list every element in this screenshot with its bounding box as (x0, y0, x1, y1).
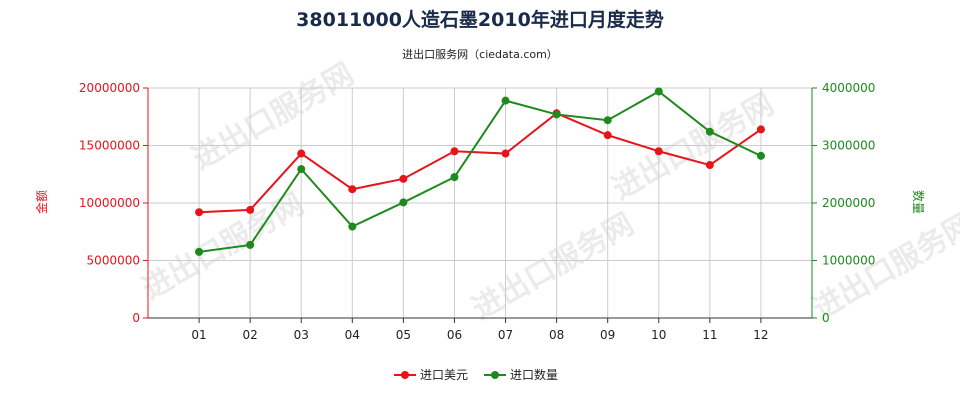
series-point-value (501, 149, 510, 158)
series-point-value (297, 149, 306, 158)
series-point-qty (195, 247, 204, 256)
legend: 进口美元 进口数量 (394, 367, 558, 382)
series-point-qty (705, 127, 714, 136)
legend-item-qty[interactable]: 进口数量 (484, 367, 558, 382)
series-point-qty (501, 96, 510, 105)
series-point-value (348, 185, 357, 194)
x-axis-tick-label: 11 (702, 328, 717, 342)
x-axis-tick-label: 02 (243, 328, 258, 342)
legend-item-value[interactable]: 进口美元 (394, 368, 468, 382)
series-point-qty (603, 116, 612, 125)
series-point-qty (450, 173, 459, 182)
legend-label-qty: 进口数量 (510, 367, 558, 382)
series-point-value (705, 161, 714, 170)
series-point-value (603, 131, 612, 140)
watermark-text: 进出口服务网 (187, 57, 360, 177)
series-point-qty (399, 198, 408, 207)
x-axis-tick-label: 09 (600, 328, 615, 342)
right-axis-tick-label: 0 (822, 311, 830, 325)
x-axis-tick-label: 06 (447, 328, 462, 342)
series-point-value (399, 174, 408, 183)
series-point-value (450, 147, 459, 156)
left-axis-title: 金额 (34, 190, 49, 214)
left-axis-tick-label: 10000000 (79, 196, 140, 210)
left-axis-tick-label: 0 (132, 311, 140, 325)
right-axis-title: 数量 (911, 190, 926, 214)
plot-area: 0 5000000 10000000 15000000 20000000 0 1000000… (79, 81, 876, 342)
right-axis-tick-label: 1000000 (822, 254, 875, 268)
series-point-qty (552, 110, 561, 119)
legend-marker-qty (491, 371, 499, 379)
series-point-qty (756, 151, 765, 160)
chart-subtitle: 进出口服务网（ciedata.com） (402, 47, 558, 61)
x-axis-tick-label: 01 (191, 328, 206, 342)
x-axis-tick-label: 07 (498, 328, 513, 342)
x-axis-tick-label: 03 (294, 328, 309, 342)
right-axis-tick-label: 3000000 (822, 139, 875, 153)
series-point-value (654, 147, 663, 156)
x-axis-tick-label: 10 (651, 328, 666, 342)
series-point-qty (297, 165, 306, 174)
series-point-qty (246, 240, 255, 249)
chart-title: 38011000人造石墨2010年进口月度走势 (296, 8, 664, 31)
right-axis-tick-label: 2000000 (822, 196, 875, 210)
legend-label-value: 进口美元 (420, 368, 468, 382)
series-line-qty (198, 90, 762, 253)
legend-marker-value (401, 371, 409, 379)
series-point-value (756, 125, 765, 134)
x-axis-tick-label: 05 (396, 328, 411, 342)
left-axis-tick-label: 15000000 (79, 139, 140, 153)
right-axis-tick-label: 4000000 (822, 81, 875, 95)
watermark-text: 进出口服务网 (467, 207, 640, 327)
x-axis-tick-label: 08 (549, 328, 564, 342)
watermark-text: 进出口服务网 (137, 187, 310, 307)
series-point-value (195, 208, 204, 217)
series-line-value (199, 112, 762, 214)
series-point-qty (654, 87, 663, 96)
series-point-qty (348, 222, 357, 231)
watermark-text: 进出口服务网 (607, 87, 780, 207)
x-axis-tick-label: 12 (753, 328, 768, 342)
left-axis-tick-label: 20000000 (79, 81, 140, 95)
left-axis-tick-label: 5000000 (87, 254, 140, 268)
x-axis-tick-label: 04 (345, 328, 360, 342)
series-point-value (246, 205, 255, 214)
